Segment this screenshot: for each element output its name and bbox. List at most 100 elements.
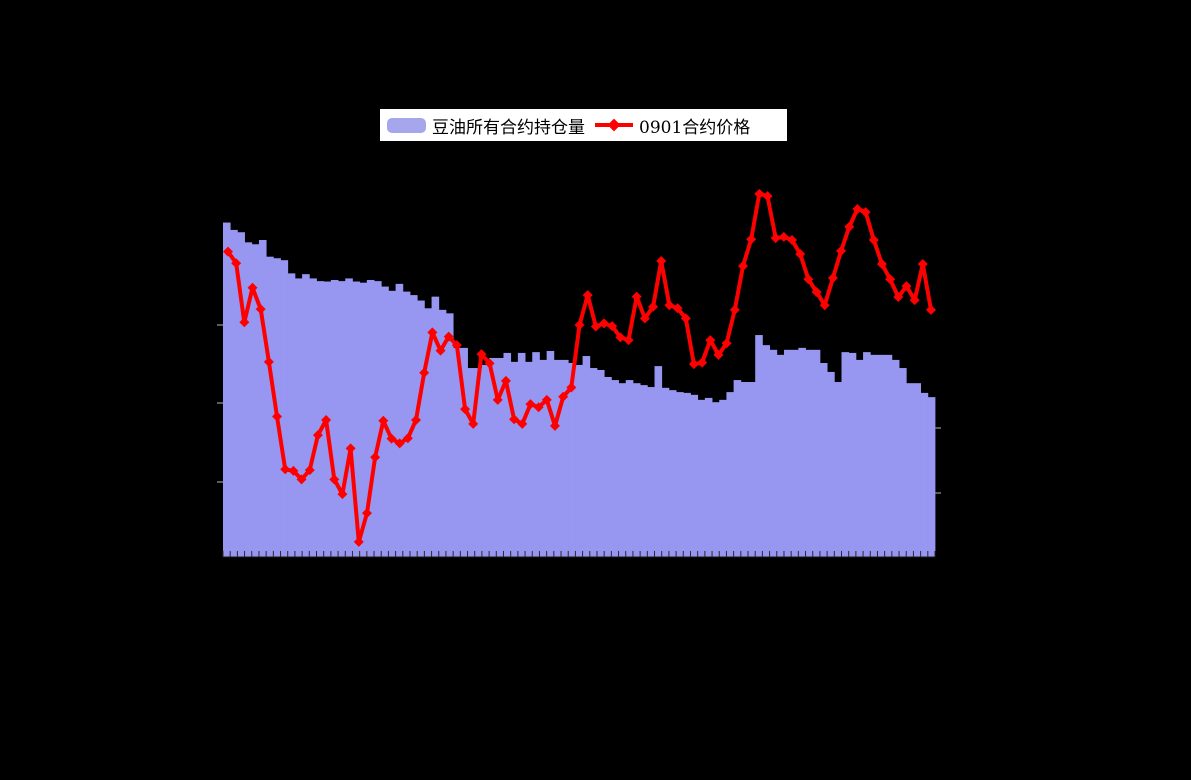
diamond-marker	[868, 235, 879, 246]
oi-bar	[417, 300, 425, 557]
oi-bar	[316, 281, 325, 557]
diamond-marker	[435, 345, 446, 356]
oi-bar	[424, 308, 432, 557]
diamond-marker	[329, 474, 340, 485]
diamond-marker	[370, 452, 381, 463]
diamond-marker	[361, 508, 372, 519]
oi-bar	[604, 376, 612, 557]
diamond-marker	[558, 391, 569, 402]
diamond-marker	[754, 188, 765, 199]
diamond-marker	[827, 273, 838, 284]
oi-bar	[690, 394, 699, 557]
diamond-marker	[803, 274, 814, 285]
diamond-marker	[770, 233, 781, 244]
right-axis-ticks	[935, 427, 941, 494]
oi-bar	[467, 368, 476, 557]
diamond-marker	[893, 292, 904, 303]
oi-bar	[496, 357, 504, 557]
diamond-marker	[263, 356, 274, 367]
diamond-marker	[582, 290, 593, 301]
diamond-marker	[713, 349, 724, 360]
diamond-marker	[394, 438, 405, 449]
oi-bar	[568, 363, 576, 557]
diamond-marker	[312, 430, 323, 441]
diamond-marker	[239, 317, 250, 328]
oi-bar	[906, 383, 914, 557]
diamond-marker	[492, 394, 503, 405]
diamond-marker	[697, 357, 708, 368]
oi-bar	[338, 281, 346, 557]
oi-bar	[827, 371, 835, 557]
oi-bar	[740, 382, 749, 557]
oi-bar	[913, 383, 922, 557]
diamond-marker	[353, 536, 364, 547]
diamond-marker	[321, 415, 332, 426]
x-axis-ticks	[222, 551, 936, 557]
oi-bar	[474, 368, 483, 557]
diamond-marker	[231, 258, 242, 269]
diamond-marker	[787, 235, 798, 246]
diamond-marker	[460, 404, 471, 415]
oi-bar	[834, 382, 842, 557]
left-axis-ticks	[217, 324, 223, 483]
diamond-marker	[255, 304, 266, 315]
diamond-marker	[672, 303, 683, 314]
diamond-marker	[533, 402, 544, 413]
oi-bar	[783, 349, 792, 557]
oi-bar	[812, 349, 821, 557]
oi-bar	[266, 256, 274, 557]
diamond-marker	[525, 399, 536, 410]
diamond-marker	[500, 375, 511, 386]
diamond-marker	[688, 359, 699, 370]
diamond-marker	[484, 358, 495, 369]
oi-bar	[748, 382, 756, 557]
diamond-marker	[876, 259, 887, 270]
diamond-marker	[778, 231, 789, 242]
chart-legend: 豆油所有合约持仓量 0901合约价格	[378, 107, 789, 143]
oi-bar	[683, 392, 691, 557]
oi-bar	[855, 359, 864, 557]
diamond-marker	[844, 221, 855, 232]
diamond-marker	[836, 245, 847, 256]
oi-bar	[223, 222, 231, 558]
diamond-marker	[541, 394, 552, 405]
oi-bar	[561, 359, 569, 557]
oi-bar	[532, 352, 540, 557]
oi-bar	[431, 296, 440, 557]
diamond-marker	[296, 474, 307, 485]
diamond-marker	[721, 338, 732, 349]
diamond-marker	[402, 433, 413, 444]
oi-bar	[632, 383, 641, 557]
diamond-marker	[451, 340, 462, 351]
diamond-marker	[762, 191, 773, 202]
diamond-marker	[476, 349, 487, 360]
diamond-marker-icon	[607, 118, 621, 132]
diamond-marker	[664, 300, 675, 311]
oi-bar	[445, 313, 454, 557]
diamond-marker	[509, 414, 520, 425]
oi-bar	[553, 359, 562, 557]
open-interest-legend-swatch-icon	[387, 117, 426, 133]
oi-bar	[704, 397, 713, 557]
oi-bar	[294, 278, 303, 557]
oi-bar	[251, 244, 260, 557]
oi-bar	[891, 359, 900, 557]
oi-bar	[884, 354, 893, 557]
diamond-marker	[648, 301, 659, 312]
diamond-marker	[639, 313, 650, 324]
price-line-markers	[223, 188, 936, 547]
oi-bar	[539, 359, 548, 557]
diamond-marker	[795, 248, 806, 259]
diamond-marker	[288, 465, 299, 476]
price-line-legend-icon	[595, 118, 633, 132]
diamond-marker	[705, 335, 716, 346]
diamond-marker	[419, 367, 430, 378]
diamond-marker	[599, 318, 610, 329]
diamond-marker	[680, 313, 691, 324]
oi-bar	[481, 364, 490, 557]
oi-bar	[230, 229, 238, 558]
diamond-marker	[737, 261, 748, 271]
diamond-marker	[926, 304, 936, 315]
diamond-marker	[247, 282, 258, 293]
